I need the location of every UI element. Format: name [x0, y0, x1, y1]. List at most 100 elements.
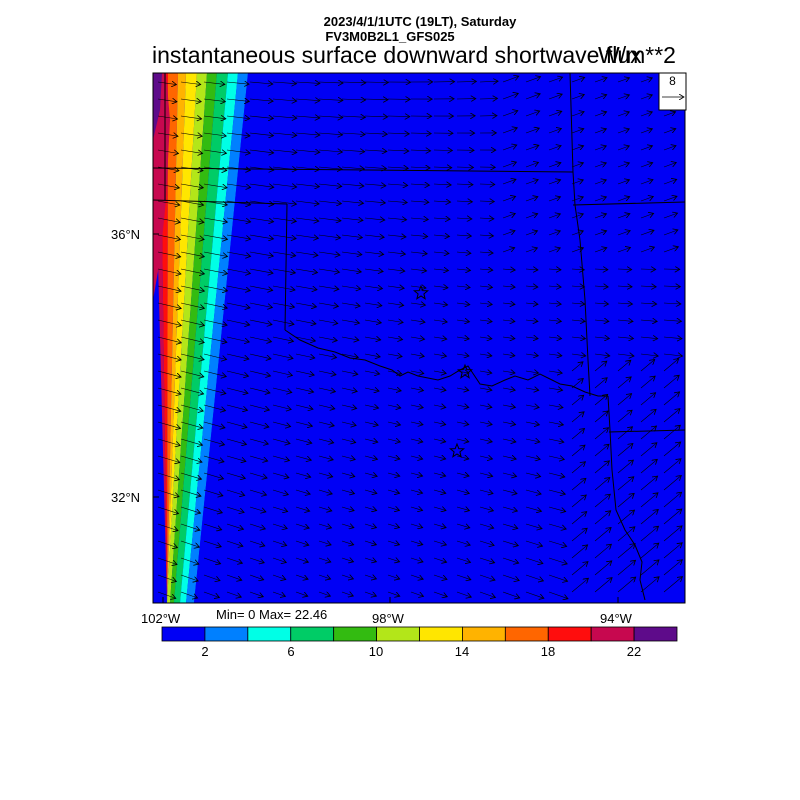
wind-vector — [571, 528, 587, 542]
wind-vector — [571, 269, 584, 270]
wind-vector — [226, 472, 245, 478]
wind-vector — [180, 591, 198, 598]
wind-vector — [571, 445, 585, 457]
wind-vector — [433, 354, 447, 356]
wind-vector — [203, 370, 226, 377]
wind-vector — [318, 371, 336, 375]
wind-vector — [410, 354, 424, 356]
wind-vector — [479, 388, 492, 390]
wind-vector — [617, 477, 634, 491]
wind-vector — [433, 473, 446, 476]
wind-vector — [479, 473, 493, 476]
wind-vector — [525, 269, 538, 270]
wind-vector — [272, 421, 291, 427]
wind-vector — [479, 269, 493, 270]
wind-vector — [157, 455, 180, 463]
wind-vector — [502, 248, 515, 253]
wind-vector — [640, 269, 656, 270]
wind-vector — [341, 439, 356, 443]
wind-vector — [525, 405, 539, 408]
wind-vector — [525, 354, 538, 356]
wind-vector — [203, 404, 226, 411]
wind-vector — [594, 163, 606, 167]
wind-vector — [571, 146, 584, 150]
wind-vector — [180, 133, 202, 136]
wind-vector — [594, 286, 608, 287]
wind-vector — [295, 506, 310, 511]
wind-vector — [387, 167, 408, 168]
wind-vector — [456, 574, 471, 580]
wind-vector — [203, 438, 225, 445]
wind-vector — [318, 184, 342, 186]
wind-vector — [364, 82, 388, 83]
wind-vector — [295, 489, 310, 494]
wind-vector — [594, 561, 612, 576]
wind-vector — [203, 166, 227, 171]
wind-vector — [341, 405, 357, 408]
wind-vector — [203, 319, 227, 325]
wind-vector — [364, 371, 380, 374]
wind-vector — [548, 472, 565, 477]
wind-vector — [364, 133, 387, 134]
wind-vector — [548, 574, 568, 581]
wind-vector — [341, 422, 356, 426]
wind-vector — [502, 371, 515, 373]
wind-vector — [548, 94, 562, 100]
wind-vector — [272, 184, 297, 187]
wind-vector — [410, 456, 423, 459]
wind-vector — [364, 388, 379, 391]
wind-vector — [295, 540, 309, 545]
wind-vector — [525, 128, 539, 134]
wind-vector — [640, 213, 654, 219]
wind-vector — [180, 200, 204, 205]
wind-vector — [226, 167, 250, 170]
wind-vector — [594, 231, 607, 235]
wind-vector — [410, 235, 428, 237]
wind-vector — [387, 320, 403, 323]
wind-vector — [364, 422, 378, 425]
wind-vector — [226, 150, 250, 153]
wind-vector — [502, 303, 515, 304]
wind-vector — [571, 512, 587, 525]
wind-vector — [663, 163, 676, 168]
wind-vector — [663, 560, 682, 576]
wind-vector — [433, 150, 452, 151]
wind-vector — [502, 473, 517, 476]
wind-vector — [663, 577, 682, 593]
wind-vector — [617, 444, 633, 457]
wind-vector — [387, 592, 400, 596]
wind-vector — [203, 353, 227, 360]
wind-vector — [640, 426, 657, 440]
wind-vector — [364, 269, 383, 272]
wind-vector — [272, 438, 290, 444]
wind-vector — [410, 422, 423, 425]
wind-vector — [295, 421, 312, 426]
wind-vector — [456, 473, 469, 476]
wind-vector — [663, 112, 676, 116]
wind-vector — [571, 163, 583, 167]
wind-vector — [203, 523, 222, 530]
wind-vector — [249, 421, 269, 427]
border-missouri — [569, 73, 574, 173]
wind-vector — [456, 201, 472, 202]
wind-vector — [594, 248, 607, 253]
wind-vector — [249, 184, 274, 187]
wind-vector — [157, 489, 179, 497]
wind-vector — [502, 523, 518, 528]
wind-vector — [594, 378, 607, 389]
city-star-marker — [456, 363, 474, 379]
wind-vector — [617, 269, 632, 270]
wind-vector — [594, 478, 610, 491]
wind-vector — [571, 495, 586, 508]
wind-vector — [594, 361, 607, 372]
wind-vector — [525, 248, 537, 252]
wind-vector — [249, 353, 271, 359]
wind-vector — [640, 560, 659, 576]
wind-vector — [295, 99, 320, 101]
wind-vector — [410, 507, 423, 510]
wind-vector — [663, 303, 681, 304]
wind-vector — [479, 81, 498, 82]
wind-vector — [341, 303, 360, 306]
wind-vector — [502, 591, 520, 598]
wind-vector — [226, 455, 246, 461]
